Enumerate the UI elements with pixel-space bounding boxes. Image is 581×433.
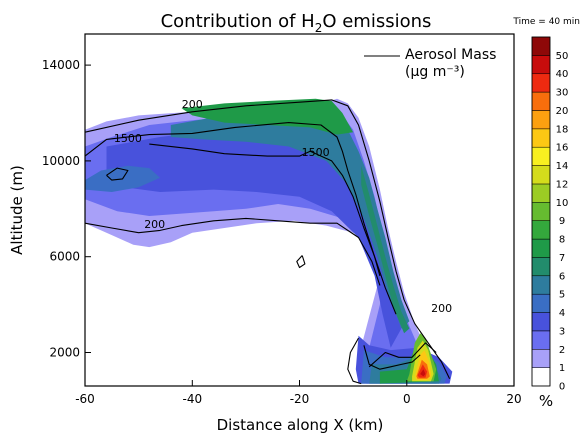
aerosol-mass-contours: 200 200 200 1500 1500 [84, 98, 452, 385]
colorbar-tick-label: 5 [559, 290, 565, 301]
colorbar-tick-label: 6 [559, 271, 565, 282]
colorbar-swatch [531, 73, 551, 93]
colorbar-tick-label: 40 [556, 69, 569, 80]
colorbar-swatch [531, 275, 551, 295]
colorbar-tick-label: 1 [559, 363, 565, 374]
aerosol-legend-units: (μg m⁻³) [405, 64, 465, 80]
colorbar-swatch [531, 36, 551, 56]
colorbar-frame [531, 36, 551, 387]
colorbar-swatch [531, 312, 551, 332]
colorbar-swatch [531, 220, 551, 240]
plume-level-region-16 [420, 369, 426, 377]
contour-label-0-2: 200 [431, 302, 452, 315]
colorbar-swatch [531, 183, 551, 203]
aerosol-contour-line-6 [347, 337, 362, 385]
plume-field [85, 98, 453, 384]
contour-label-1-1: 1500 [302, 146, 330, 159]
colorbar-tick-label: 14 [556, 161, 569, 172]
time-label: Time = 40 min [512, 17, 580, 27]
y-tick-label: 14000 [42, 58, 80, 72]
aerosol-contour-line-3 [84, 217, 381, 286]
colorbar-tick-label: 2 [559, 345, 565, 356]
colorbar-swatch [531, 202, 551, 221]
y-tick-label: 6000 [49, 250, 80, 264]
colorbar-tick-label: 30 [556, 88, 569, 99]
colorbar-tick-label: 8 [559, 235, 565, 246]
plume-level-region-3 [170, 108, 410, 329]
aerosol-contour-line-4 [106, 167, 129, 181]
colorbar-swatch [531, 293, 551, 313]
colorbar-tick-label: 0 [559, 382, 565, 393]
contour-label-0-0: 200 [182, 98, 203, 111]
colorbar-swatch [531, 367, 551, 387]
colorbar-unit: % [539, 392, 553, 410]
colorbar-swatch [531, 238, 551, 258]
x-tick-label: 20 [506, 392, 521, 406]
chart-title-subscript: 2 [315, 21, 323, 35]
colorbar-tick-label: 3 [559, 326, 565, 337]
colorbar-swatch [531, 330, 551, 350]
chart-title-end: O emissions [322, 11, 431, 32]
colorbar-tick-label: 10 [556, 198, 569, 209]
contour-label-0-1: 200 [144, 218, 165, 231]
colorbar-tick-label: 16 [556, 143, 569, 154]
colorbar-tick-label: 12 [556, 179, 569, 190]
colorbar-swatch [531, 165, 551, 185]
aerosol-contour-line-0 [84, 99, 451, 380]
x-axis-title: Distance along X (km) [217, 416, 384, 433]
colorbar-swatch [531, 91, 551, 111]
aerosol-contour-line-7 [363, 345, 421, 370]
plume-level-region-2 [106, 125, 402, 348]
y-axis-title: Altitude (m) [8, 165, 26, 255]
aerosol-contour-line-5 [296, 255, 306, 269]
x-tick-label: -40 [182, 392, 202, 406]
x-tick-label: -20 [290, 392, 310, 406]
colorbar-tick-label: 7 [559, 253, 565, 264]
colorbar-tick-label: 50 [556, 51, 569, 62]
y-tick-label: 10000 [42, 154, 80, 168]
colorbar-tick-label: 4 [559, 308, 565, 319]
colorbar-swatch [531, 257, 551, 277]
aerosol-legend-title: Aerosol Mass [405, 47, 496, 63]
aerosol-contour-line-2 [149, 143, 381, 277]
aerosol-legend: Aerosol Mass (μg m⁻³) [364, 47, 496, 80]
colorbar-tick-label: 20 [556, 106, 569, 117]
y-tick-label: 2000 [49, 346, 80, 360]
aerosol-contour-line-1 [84, 122, 397, 315]
colorbar-swatch [531, 349, 551, 368]
colorbar-swatch [531, 55, 551, 75]
aerosol-contour-line-8 [368, 342, 437, 368]
colorbar-swatch [531, 128, 551, 148]
contour-label-1-0: 1500 [114, 132, 142, 145]
x-tick-label: 0 [403, 392, 411, 406]
colorbar-swatch [531, 110, 551, 130]
x-tick-label: -60 [75, 392, 95, 406]
colorbar-swatch [531, 146, 551, 166]
colorbar-tick-label: 18 [556, 124, 569, 135]
chart-title: Contribution of H2O emissions [161, 11, 432, 35]
colorbar-tick-label: 9 [559, 216, 565, 227]
axes: -60 -40 -20 0 20 2000 6000 10000 14000 [42, 58, 522, 406]
chart-title-main: Contribution of H [161, 11, 315, 32]
